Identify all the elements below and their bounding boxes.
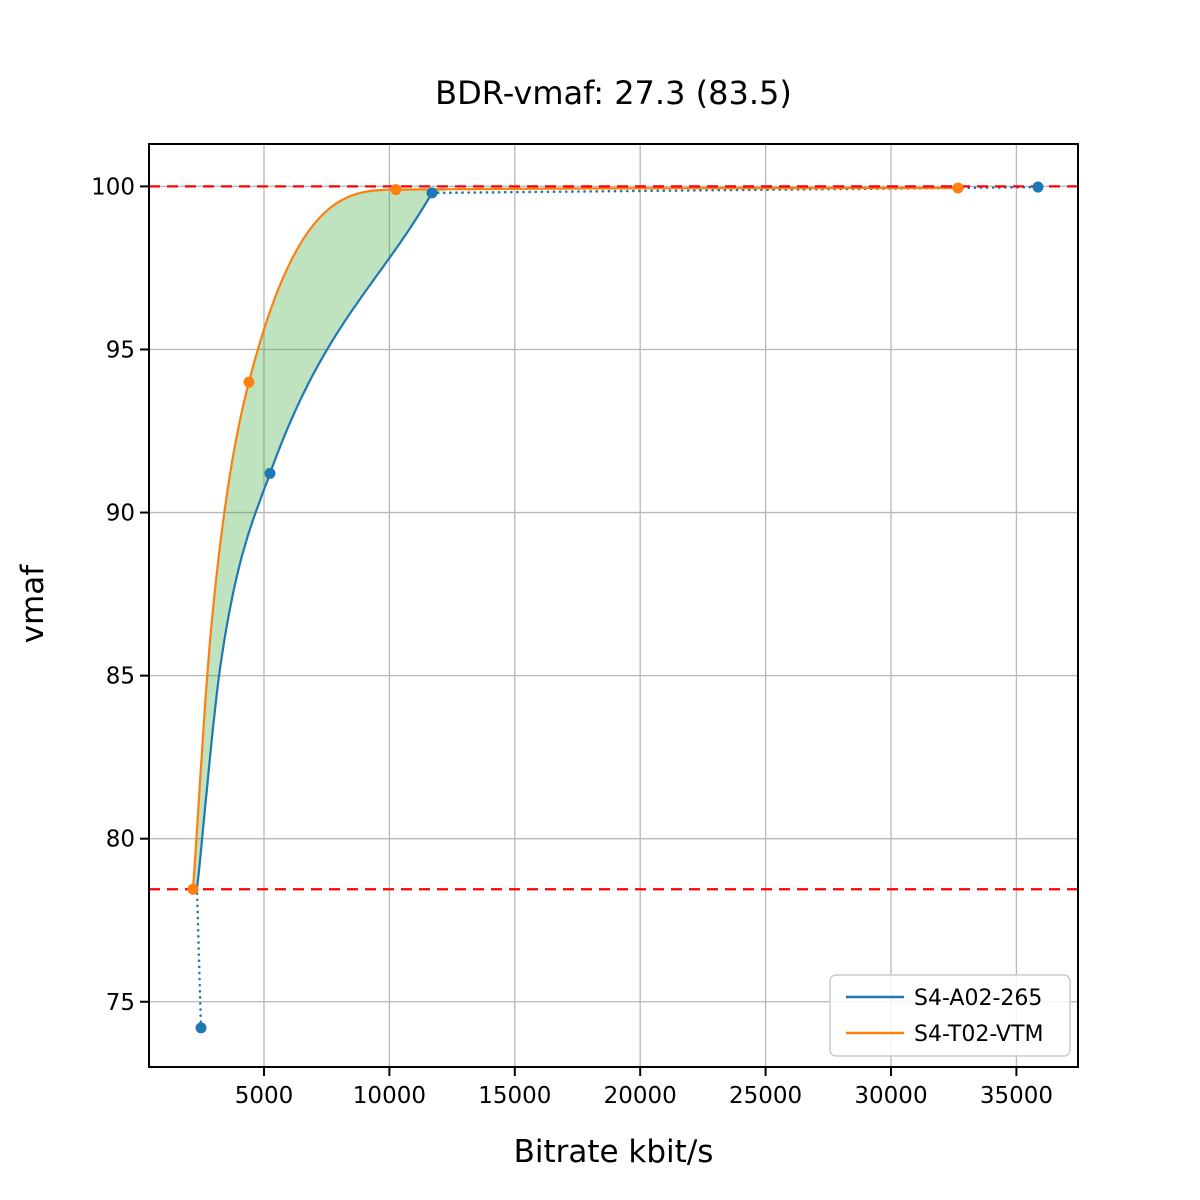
y-tick-label: 100 <box>91 174 135 200</box>
legend-label-S4-T02-VTM: S4-T02-VTM <box>914 1022 1043 1047</box>
legend-box <box>829 974 1071 1057</box>
x-axis-label: Bitrate kbit/s <box>513 1134 714 1170</box>
series-line-S4-A02-265 <box>195 887 203 1030</box>
data-point-S4-A02-265 <box>195 1022 207 1034</box>
x-tick-label: 20000 <box>604 1083 677 1109</box>
x-tick-label: 15000 <box>478 1083 551 1109</box>
data-point-S4-A02-265 <box>264 467 276 479</box>
data-point-S4-T02-VTM <box>952 182 964 194</box>
data-point-S4-T02-VTM <box>187 883 199 895</box>
data-point-S4-T02-VTM <box>390 184 402 196</box>
y-tick-label: 85 <box>106 664 135 690</box>
y-tick-label: 95 <box>106 337 135 363</box>
x-tick-label: 5000 <box>235 1083 294 1109</box>
y-tick-label: 90 <box>106 501 135 527</box>
x-tick-label: 35000 <box>980 1083 1053 1109</box>
x-tick-label: 25000 <box>729 1083 802 1109</box>
plot-border <box>148 143 1079 1068</box>
legend-label-S4-A02-265: S4-A02-265 <box>914 986 1042 1011</box>
x-tick-label: 10000 <box>353 1083 426 1109</box>
chart-title: BDR-vmaf: 27.3 (83.5) <box>435 74 792 112</box>
bd-area-fill <box>193 189 455 890</box>
y-tick-label: 80 <box>106 827 135 853</box>
y-tick-label: 75 <box>106 990 135 1016</box>
data-point-S4-A02-265 <box>1032 181 1044 193</box>
series-line-S4-A02-265 <box>195 192 433 890</box>
x-tick-label: 30000 <box>854 1083 927 1109</box>
data-point-S4-A02-265 <box>426 187 438 199</box>
data-point-S4-T02-VTM <box>243 376 255 388</box>
